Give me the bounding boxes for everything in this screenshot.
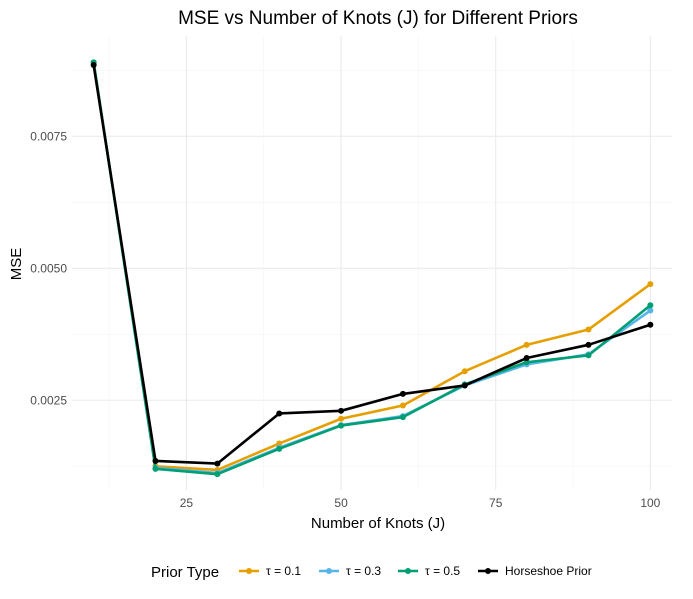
- data-point: [152, 457, 159, 464]
- data-point: [338, 407, 345, 414]
- data-point: [461, 382, 468, 389]
- data-point: [152, 465, 159, 472]
- legend-title: Prior Type: [151, 564, 219, 581]
- legend-label: Horseshoe Prior: [505, 564, 592, 578]
- y-tick-label: 0.0050: [30, 261, 67, 275]
- x-tick-label: 75: [489, 496, 503, 510]
- data-point: [90, 62, 97, 69]
- legend-label: τ = 0.3: [346, 564, 381, 578]
- legend-key-point: [246, 568, 252, 574]
- data-point: [214, 460, 221, 467]
- series-line: [92, 64, 651, 465]
- data-point: [399, 390, 406, 397]
- chart-title: MSE vs Number of Knots (J) for Different…: [178, 8, 578, 29]
- data-point: [585, 326, 592, 333]
- data-point: [214, 471, 221, 478]
- data-point: [647, 307, 654, 314]
- data-point: [647, 321, 654, 328]
- y-tick-label: 0.0075: [30, 129, 67, 143]
- data-point: [647, 281, 654, 288]
- series-line: [92, 62, 652, 476]
- data-point: [461, 368, 468, 375]
- legend: Prior Type τ = 0.1 τ = 0.3 τ = 0.5 Horsesho…: [151, 564, 592, 581]
- data-point: [523, 341, 530, 348]
- legend-key-point: [405, 568, 411, 574]
- series-4: [90, 62, 654, 467]
- data-point: [276, 410, 283, 417]
- x-axis-title: Number of Knots (J): [311, 515, 445, 532]
- legend-key-point: [326, 568, 332, 574]
- x-tick-label: 100: [640, 496, 660, 510]
- series-3: [90, 59, 654, 478]
- y-tick-label: 0.0025: [30, 393, 67, 407]
- data-point: [276, 445, 283, 452]
- axis-ticks: 25 50 75 100 0.0025 0.0050 0.0075: [30, 129, 660, 510]
- data-point: [399, 414, 406, 421]
- series-line: [92, 62, 652, 472]
- series-1: [90, 59, 654, 473]
- legend-label: τ = 0.5: [425, 564, 460, 578]
- plot-grid: [72, 36, 672, 490]
- data-point: [338, 415, 345, 422]
- x-tick-label: 50: [334, 496, 348, 510]
- data-point: [585, 352, 592, 359]
- x-tick-label: 25: [180, 496, 194, 510]
- data-point: [523, 359, 530, 366]
- legend-key-point: [485, 568, 491, 574]
- data-point: [276, 440, 283, 447]
- data-point: [585, 341, 592, 348]
- series-layer: [90, 59, 654, 478]
- legend-label: τ = 0.1: [266, 564, 301, 578]
- data-point: [338, 422, 345, 429]
- data-point: [399, 402, 406, 409]
- data-point: [647, 302, 654, 309]
- data-point: [523, 355, 530, 362]
- y-axis-title: MSE: [8, 248, 25, 281]
